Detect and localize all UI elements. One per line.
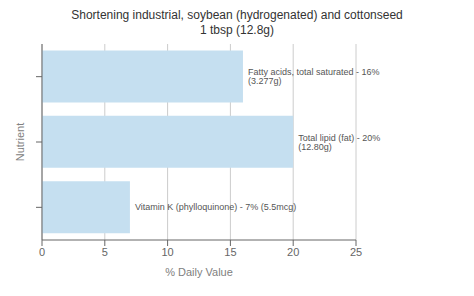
svg-text:10: 10 (161, 246, 173, 258)
svg-text:Fatty acids, total saturated -: Fatty acids, total saturated - 16%(3.277… (248, 67, 380, 86)
svg-text:20: 20 (287, 246, 299, 258)
svg-text:0: 0 (39, 246, 45, 258)
html-text:Shortening industrial, soybean: Shortening industrial, soybean (hydrogen… (71, 8, 403, 22)
svg-text:15: 15 (224, 246, 236, 258)
svg-text:Total lipid (fat) - 20%(12.80g: Total lipid (fat) - 20%(12.80g) (298, 133, 380, 152)
svg-text:Vitamin K (phylloquinone) - 7%: Vitamin K (phylloquinone) - 7% (5.5mcg) (135, 202, 296, 212)
svg-text:25: 25 (350, 246, 362, 258)
svg-text:Nutrient: Nutrient (14, 123, 26, 162)
svg-text:% Daily Value: % Daily Value (165, 266, 233, 278)
svg-text:5: 5 (102, 246, 108, 258)
html-text:1 tbsp (12.8g): 1 tbsp (12.8g) (200, 23, 274, 37)
